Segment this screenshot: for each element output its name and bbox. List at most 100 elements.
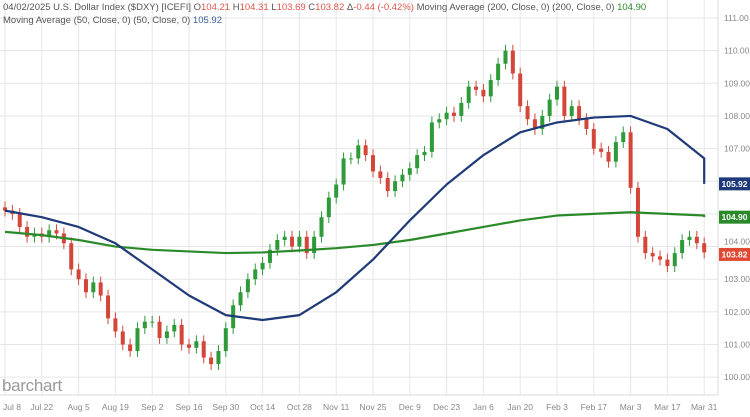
x-tick-label: Oct 28 [287, 402, 312, 412]
candle-body [157, 321, 162, 338]
candle-body [297, 236, 302, 247]
y-tick-label: 104.00 [724, 236, 750, 246]
candle-body [650, 253, 655, 257]
x-tick-label: Sep 30 [212, 402, 239, 412]
candle-body [547, 99, 552, 116]
candle-body [356, 145, 361, 159]
legend-line-2: Moving Average (50, Close, 0) (50, Close… [3, 15, 222, 26]
candle-body [407, 168, 412, 175]
y-tick-label: 107.00 [724, 144, 750, 154]
candle-body [76, 269, 81, 280]
candle-body [393, 181, 398, 192]
candle-body [481, 89, 486, 97]
candle-body [363, 145, 368, 156]
candle-body [591, 129, 596, 149]
candle-body [643, 236, 648, 254]
x-tick-label: Nov 25 [360, 402, 387, 412]
y-tick-label: 110.00 [724, 46, 750, 56]
low-label: L [271, 2, 277, 13]
candle-body [437, 119, 442, 123]
x-tick-label: Jan 6 [473, 402, 494, 412]
x-tick-label: Aug 19 [102, 402, 129, 412]
y-tick-label: 109.00 [724, 78, 750, 88]
last-price-tag: 103.82 [722, 249, 748, 259]
candle-body [606, 151, 611, 162]
candle-body [106, 295, 111, 319]
ma50-label: Moving Average (50, Close, 0) (50, Close… [3, 15, 191, 26]
candle-body [459, 102, 464, 116]
candle-body [599, 148, 604, 152]
x-tick-label: Oct 14 [250, 402, 275, 412]
x-tick-label: Dec 9 [399, 402, 421, 412]
candle-body [687, 236, 692, 241]
candle-body [216, 351, 221, 365]
ma50-price-tag: 105.92 [722, 179, 748, 189]
y-tick-label: 108.00 [724, 111, 750, 121]
ma200-value: 104.90 [617, 2, 647, 13]
candle-body [385, 177, 390, 192]
candle-body [267, 249, 272, 263]
candle-body [621, 132, 626, 143]
candle-body [275, 240, 280, 250]
x-tick-label: Aug 5 [67, 402, 89, 412]
candle-body [488, 80, 493, 97]
legend-line-1: 04/02/2025 U.S. Dollar Index ($DXY) [ICE… [3, 2, 646, 13]
candle-body [304, 236, 309, 254]
candle-body [319, 217, 324, 237]
candle-body [702, 243, 707, 253]
x-tick-label: Feb 3 [546, 402, 568, 412]
x-tick-label: Sep 2 [141, 402, 163, 412]
x-tick-label: Jan 20 [507, 402, 533, 412]
candle-body [172, 324, 177, 332]
ma200-price-tag: 104.90 [722, 212, 748, 222]
y-tick-label: 111.00 [724, 13, 749, 23]
candle-body [54, 230, 59, 234]
candle-body [179, 324, 184, 345]
candle-body [260, 262, 265, 270]
candle-body [577, 106, 582, 120]
close-value: 103.82 [315, 2, 345, 13]
change-label: Δ [346, 2, 354, 13]
x-tick-label: Mar 3 [620, 402, 642, 412]
close-label: C [308, 2, 316, 13]
candle-body [312, 236, 317, 254]
candle-body [569, 106, 574, 116]
candle-body [540, 115, 545, 130]
x-tick-label: Dec 23 [433, 402, 460, 412]
x-tick-label: Nov 11 [323, 402, 350, 412]
candle-body [128, 344, 133, 352]
candle-body [113, 318, 118, 332]
ma200-label: Moving Average (200, Close, 0) (200, Clo… [416, 2, 615, 13]
candle-body [290, 236, 295, 247]
high-label: H [232, 2, 240, 13]
candle-body [120, 331, 125, 345]
open-value: 104.21 [201, 2, 231, 13]
ma50-value: 105.92 [192, 15, 222, 26]
candle-body [444, 112, 449, 120]
low-value: 103.69 [276, 2, 306, 13]
candle-body [503, 50, 508, 64]
high-value: 104.31 [239, 2, 269, 13]
candle-body [628, 132, 633, 188]
candle-body [209, 357, 214, 365]
x-tick-label: Sep 16 [176, 402, 203, 412]
x-tick-label: Mar 17 [654, 402, 681, 412]
candle-body [510, 50, 515, 74]
candle-body [400, 174, 405, 182]
candle-body [532, 119, 537, 130]
candle-body [238, 292, 243, 306]
candle-body [187, 344, 191, 348]
candle-body [371, 155, 375, 172]
candle-body [69, 243, 74, 270]
candle-body [429, 122, 434, 152]
candle-body [194, 341, 199, 348]
candle-body [164, 331, 169, 338]
y-tick-label: 101.00 [724, 340, 750, 350]
candle-body [282, 236, 287, 241]
open-label: O [193, 2, 202, 13]
candle-body [378, 171, 383, 178]
candle-body [451, 112, 456, 116]
candle-body [672, 253, 677, 267]
candle-body [135, 328, 140, 352]
